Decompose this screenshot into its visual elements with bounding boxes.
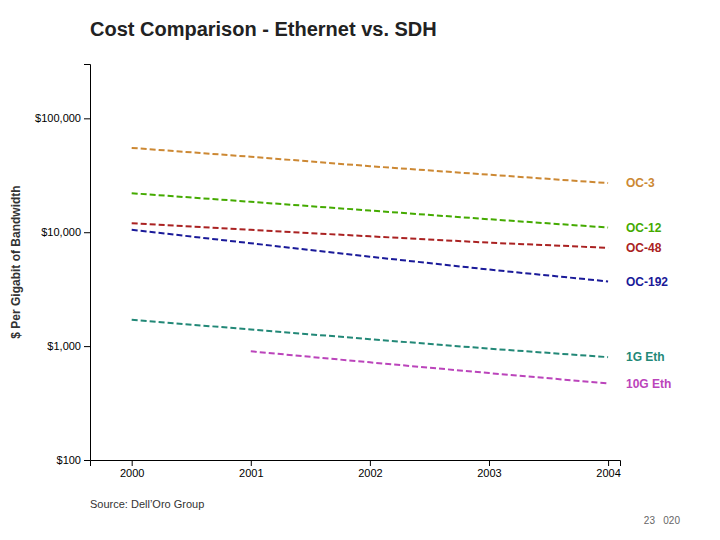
series-line <box>132 148 608 183</box>
series-line <box>132 193 608 227</box>
y-tick-label: $100 <box>57 454 81 466</box>
x-tick-label: 2004 <box>596 467 620 479</box>
chart: Cost Comparison - Ethernet vs. SDH200020… <box>0 0 720 540</box>
x-tick: 2003 <box>477 460 501 479</box>
series-label: OC-3 <box>626 176 655 190</box>
y-tick-label: $100,000 <box>35 112 81 124</box>
y-axis: $100 $1,000 $10,000 $100,000 <box>35 65 90 467</box>
y-tick-mark <box>84 346 90 347</box>
x-tick-mark <box>489 460 490 466</box>
annotation: 23 020 <box>644 515 681 526</box>
x-tick: 2001 <box>239 460 263 479</box>
source: Source: Dell’Oro Group <box>90 498 204 510</box>
x-tick-mark <box>132 460 133 466</box>
y-axis-title: $ Per Gigabit of Bandwidth <box>9 185 23 338</box>
y-tick-mark <box>84 118 90 119</box>
series-labels: OC-3 OC-12 OC-48 OC-192 1G Eth 10G Eth <box>626 176 671 390</box>
series-label: 1G Eth <box>626 350 665 364</box>
x-tick: 2002 <box>358 460 382 479</box>
x-axis: 2000 2001 2002 2003 2004 <box>91 460 621 479</box>
series-line <box>132 230 608 282</box>
lines <box>132 148 608 384</box>
x-tick: 2004 <box>596 460 620 479</box>
series-line <box>251 351 608 383</box>
x-tick-mark <box>608 460 609 466</box>
title: Cost Comparison - Ethernet vs. SDH <box>90 18 437 40</box>
y-tick: $100 <box>57 454 90 466</box>
x-tick-label: 2001 <box>239 467 263 479</box>
series-label: OC-12 <box>626 221 662 235</box>
plot: 20002001200220032004$100$1,000$10,000$10… <box>35 65 671 479</box>
x-tick-mark <box>251 460 252 466</box>
x-tick-mark <box>370 460 371 466</box>
y-tick-label: $1,000 <box>47 340 81 352</box>
series-line <box>132 223 608 248</box>
series-label: OC-48 <box>626 241 662 255</box>
x-tick: 2000 <box>120 460 144 479</box>
x-tick-label: 2000 <box>120 467 144 479</box>
y-tick-label: $10,000 <box>41 226 81 238</box>
y-tick: $1,000 <box>47 340 90 352</box>
series-label: 10G Eth <box>626 377 671 391</box>
series-line <box>132 320 608 357</box>
y-tick: $10,000 <box>41 226 90 238</box>
x-tick-label: 2003 <box>477 467 501 479</box>
x-axis-line <box>91 461 621 467</box>
y-tick-mark <box>84 232 90 233</box>
x-tick-label: 2002 <box>358 467 382 479</box>
series-label: OC-192 <box>626 275 668 289</box>
y-axis-line <box>84 65 91 461</box>
y-tick: $100,000 <box>35 112 90 124</box>
y-tick-mark <box>84 460 90 461</box>
